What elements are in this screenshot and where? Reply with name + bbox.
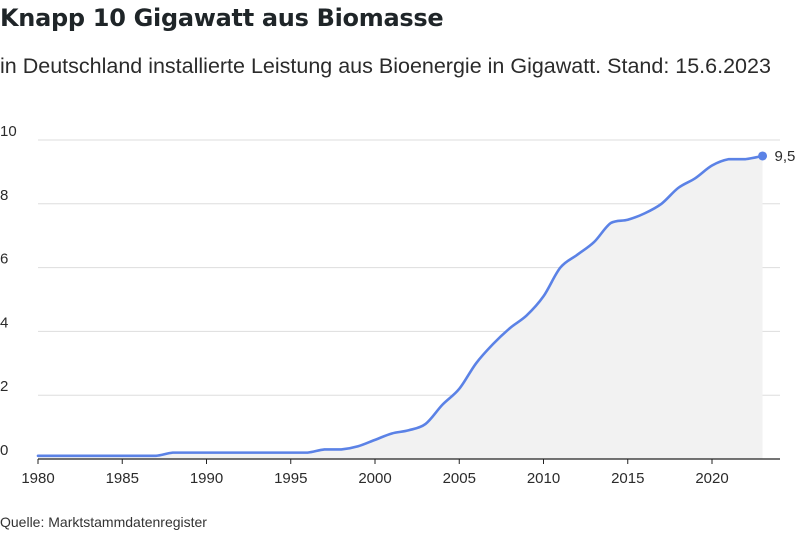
x-tick-label: 2010 [527, 470, 560, 487]
x-tick-label: 2005 [443, 470, 476, 487]
y-tick-label: 2 [0, 378, 8, 395]
y-tick-label: 4 [0, 314, 8, 331]
end-point-marker [758, 151, 768, 161]
x-tick-label: 1980 [21, 470, 54, 487]
series-area [38, 155, 763, 459]
series-line [36, 154, 764, 458]
x-tick-label: 2015 [611, 470, 644, 487]
y-tick-label: 10 [0, 123, 17, 140]
y-tick-label: 6 [0, 251, 8, 268]
x-tick-label: 2000 [358, 470, 391, 487]
end-point-label: 9,5 [775, 148, 796, 165]
x-tick-label: 2020 [695, 470, 728, 487]
chart-title: Knapp 10 Gigawatt aus Biomasse [0, 4, 444, 32]
x-tick-label: 1995 [274, 470, 307, 487]
y-tick-label: 8 [0, 187, 8, 204]
x-axis-ticks: 1980 1985 1990 1995 2000 2005 2010 2015 2020 [21, 459, 729, 487]
chart-subtitle: in Deutschland installierte Leistung aus… [0, 54, 771, 78]
x-tick-label: 1990 [190, 470, 223, 487]
y-axis-ticks: 0 2 4 6 8 10 [0, 123, 17, 459]
x-tick-label: 1985 [106, 470, 139, 487]
source-note: Quelle: Marktstammdatenregister [0, 514, 207, 530]
y-tick-label: 0 [0, 442, 8, 459]
